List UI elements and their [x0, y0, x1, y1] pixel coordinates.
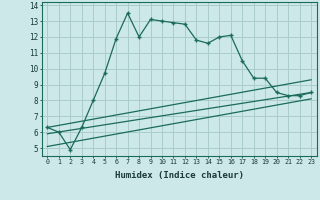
X-axis label: Humidex (Indice chaleur): Humidex (Indice chaleur)	[115, 171, 244, 180]
